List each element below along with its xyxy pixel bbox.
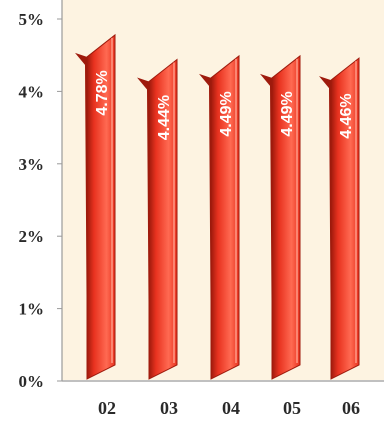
y-tick-label: 5% bbox=[19, 10, 45, 29]
x-tick-label: 04 bbox=[222, 398, 240, 418]
bar-flap-02 bbox=[75, 52, 87, 373]
y-tick-label: 4% bbox=[19, 82, 45, 101]
x-axis-ticks: 02 03 04 05 06 bbox=[98, 398, 360, 418]
data-label-05: 4.49% bbox=[279, 91, 296, 136]
y-tick-label: 0% bbox=[19, 372, 45, 391]
y-tick-label: 1% bbox=[19, 300, 45, 319]
x-tick-label: 06 bbox=[342, 398, 360, 418]
bar-flap-04 bbox=[199, 73, 211, 373]
data-label-04: 4.49% bbox=[218, 91, 235, 136]
y-tick-label: 2% bbox=[19, 227, 45, 246]
data-label-03: 4.44% bbox=[156, 95, 173, 140]
bar-02 bbox=[75, 33, 116, 380]
bar-05 bbox=[260, 54, 301, 380]
bar-face-05 bbox=[271, 54, 301, 380]
bars-layer bbox=[75, 33, 360, 380]
bar-flap-03 bbox=[137, 77, 149, 373]
bar-face-04 bbox=[210, 54, 240, 380]
x-tick-label: 03 bbox=[160, 398, 178, 418]
data-labels-layer: 4.78% 4.44% 4.49% 4.49% 4.46% bbox=[94, 70, 355, 140]
x-tick-label: 02 bbox=[98, 398, 116, 418]
bar-face-03 bbox=[148, 58, 178, 380]
bar-03 bbox=[137, 58, 178, 380]
bar-face-02 bbox=[86, 33, 116, 380]
bar-04 bbox=[199, 54, 240, 380]
bar-06 bbox=[319, 57, 360, 380]
data-label-02: 4.78% bbox=[94, 70, 111, 115]
bar-face-06 bbox=[330, 57, 360, 380]
y-axis-ticks: 0% 1% 2% 3% 4% 5% bbox=[19, 10, 62, 391]
data-label-06: 4.46% bbox=[338, 93, 355, 138]
y-tick-label: 3% bbox=[19, 155, 45, 174]
bar-flap-06 bbox=[319, 76, 331, 373]
bar-flap-05 bbox=[260, 73, 272, 373]
x-tick-label: 05 bbox=[283, 398, 301, 418]
